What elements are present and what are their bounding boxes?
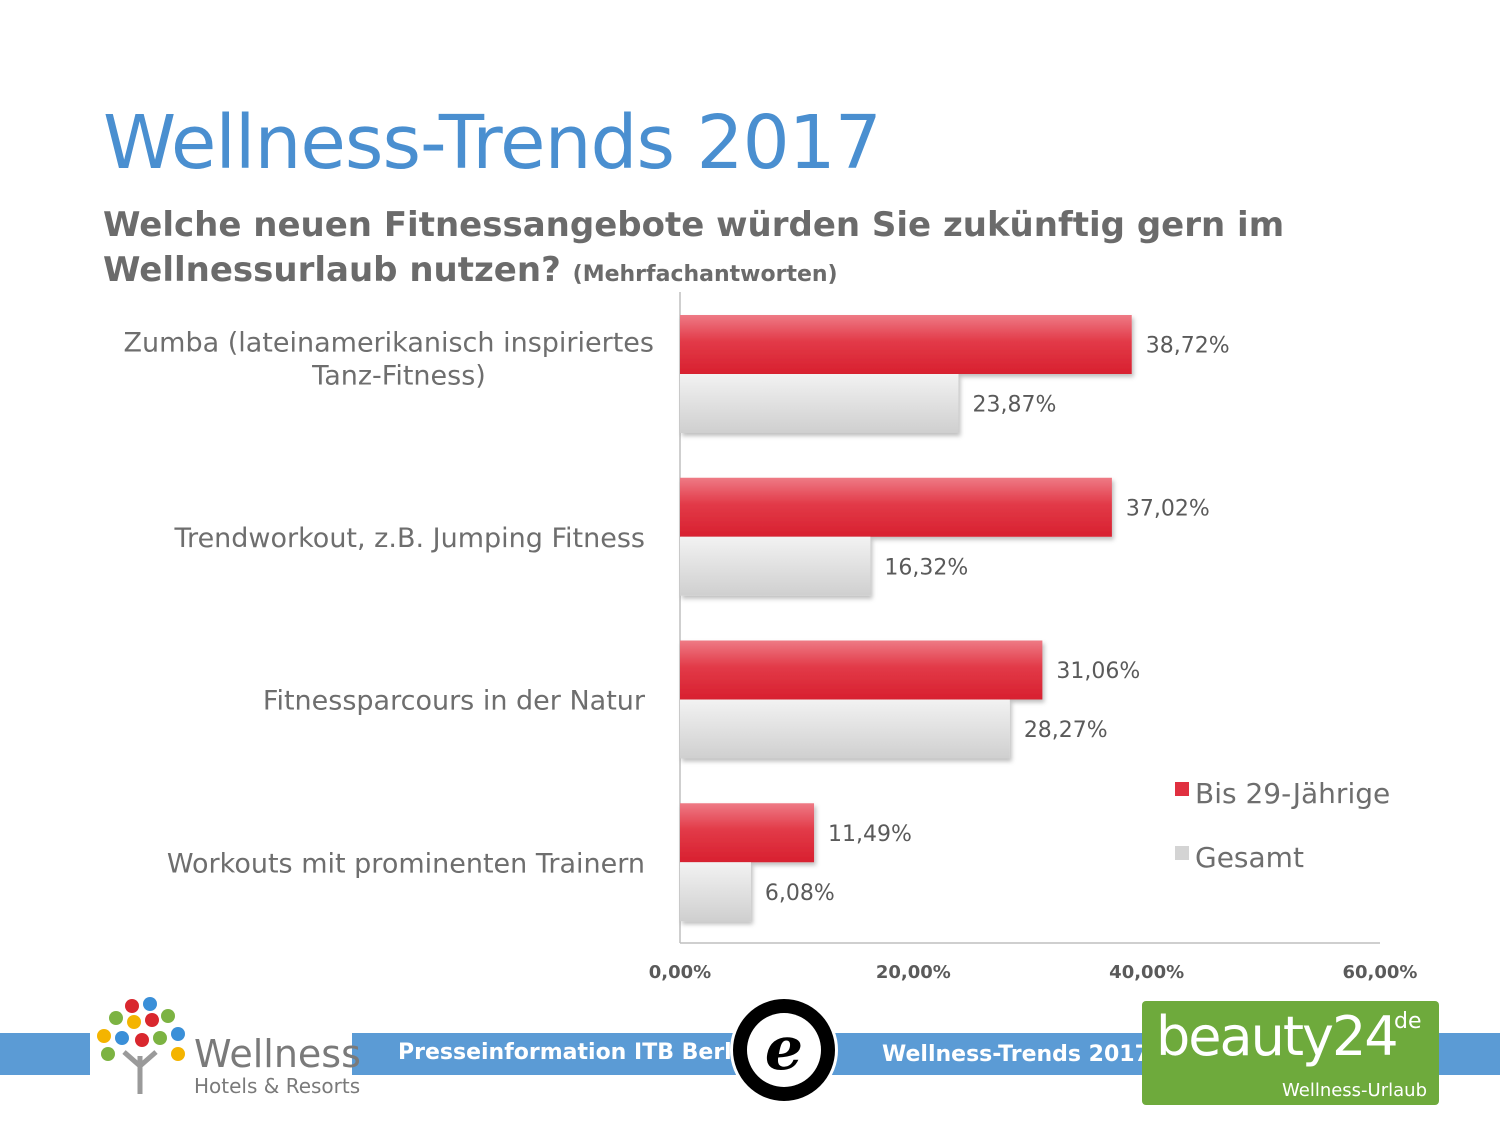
e-logo-letter: e <box>747 1013 821 1087</box>
plot-area: 38,72% 23,87% Zumba (lateinamerikanisch in… <box>124 292 1418 983</box>
question-note: (Mehrfachantworten) <box>572 262 838 287</box>
bar-gesamt-1 <box>680 536 871 596</box>
bar-gesamt-0 <box>680 374 959 433</box>
bar-bis-29-3 <box>680 803 815 863</box>
wellness-logo-word: Wellness <box>194 1032 361 1076</box>
bar-bis-29-0 <box>680 315 1132 374</box>
legend-swatch-bis-29 <box>1175 782 1189 796</box>
category-label-0-line-1: Tanz-Fitness) <box>311 361 486 392</box>
beauty24-logo: beauty24 de Wellness-Urlaub <box>1142 1001 1439 1105</box>
trusted-shops-e-logo: e <box>730 996 838 1104</box>
category-label-1-line-0: Trendworkout, z.B. Jumping Fitness <box>174 523 645 554</box>
value-label-bis-29-0: 38,72% <box>1146 334 1230 359</box>
legend-label-bis-29: Bis 29-Jährige <box>1195 777 1390 810</box>
question-text: Welche neuen Fitnessangebote würden Sie … <box>103 205 1285 290</box>
value-label-gesamt-3: 6,08% <box>765 881 835 906</box>
bar-gesamt-2 <box>680 699 1010 759</box>
x-tick-label-1: 20,00% <box>876 962 951 983</box>
x-tick-label-2: 40,00% <box>1109 962 1184 983</box>
value-label-bis-29-1: 37,02% <box>1126 496 1210 521</box>
x-tick-label-3: 60,00% <box>1343 962 1418 983</box>
beauty24-logo-de: de <box>1394 1009 1422 1034</box>
bar-bis-29-1 <box>680 477 1112 537</box>
legend-label-gesamt: Gesamt <box>1195 841 1304 874</box>
legend-swatch-gesamt <box>1175 846 1189 860</box>
footer-logo-background <box>90 1026 352 1116</box>
value-label-bis-29-3: 11,49% <box>828 822 912 847</box>
footer-press-info: Presseinformation ITB Berlin <box>398 1040 755 1065</box>
bar-gesamt-3 <box>680 862 751 922</box>
tree-icon <box>97 997 185 1094</box>
footer-trends-title: Wellness-Trends 2017 <box>882 1042 1150 1067</box>
wellness-logo-subtitle: Hotels & Resorts <box>194 1074 361 1098</box>
survey-question: Welche neuen Fitnessangebote würden Sie … <box>103 203 1303 297</box>
category-label-2-line-0: Fitnessparcours in der Natur <box>263 686 646 717</box>
value-label-gesamt-2: 28,27% <box>1024 718 1108 743</box>
beauty24-logo-subtitle: Wellness-Urlaub <box>1282 1080 1427 1101</box>
category-label-3-line-0: Workouts mit prominenten Trainern <box>167 848 645 879</box>
x-tick-label-0: 0,00% <box>649 962 711 983</box>
value-label-gesamt-1: 16,32% <box>884 555 968 580</box>
wellness-hotels-logo: Wellness Hotels & Resorts <box>94 994 361 1104</box>
bar-chart: 38,72% 23,87% Zumba (lateinamerikanisch in… <box>124 292 1418 983</box>
beauty24-logo-word: beauty24 <box>1156 1005 1399 1068</box>
value-label-gesamt-0: 23,87% <box>972 393 1056 418</box>
page-title: Wellness-Trends 2017 <box>103 100 882 186</box>
category-label-0-line-0: Zumba (lateinamerikanisch inspiriertes <box>124 328 654 359</box>
value-label-bis-29-2: 31,06% <box>1056 659 1140 684</box>
bar-bis-29-2 <box>680 640 1043 700</box>
